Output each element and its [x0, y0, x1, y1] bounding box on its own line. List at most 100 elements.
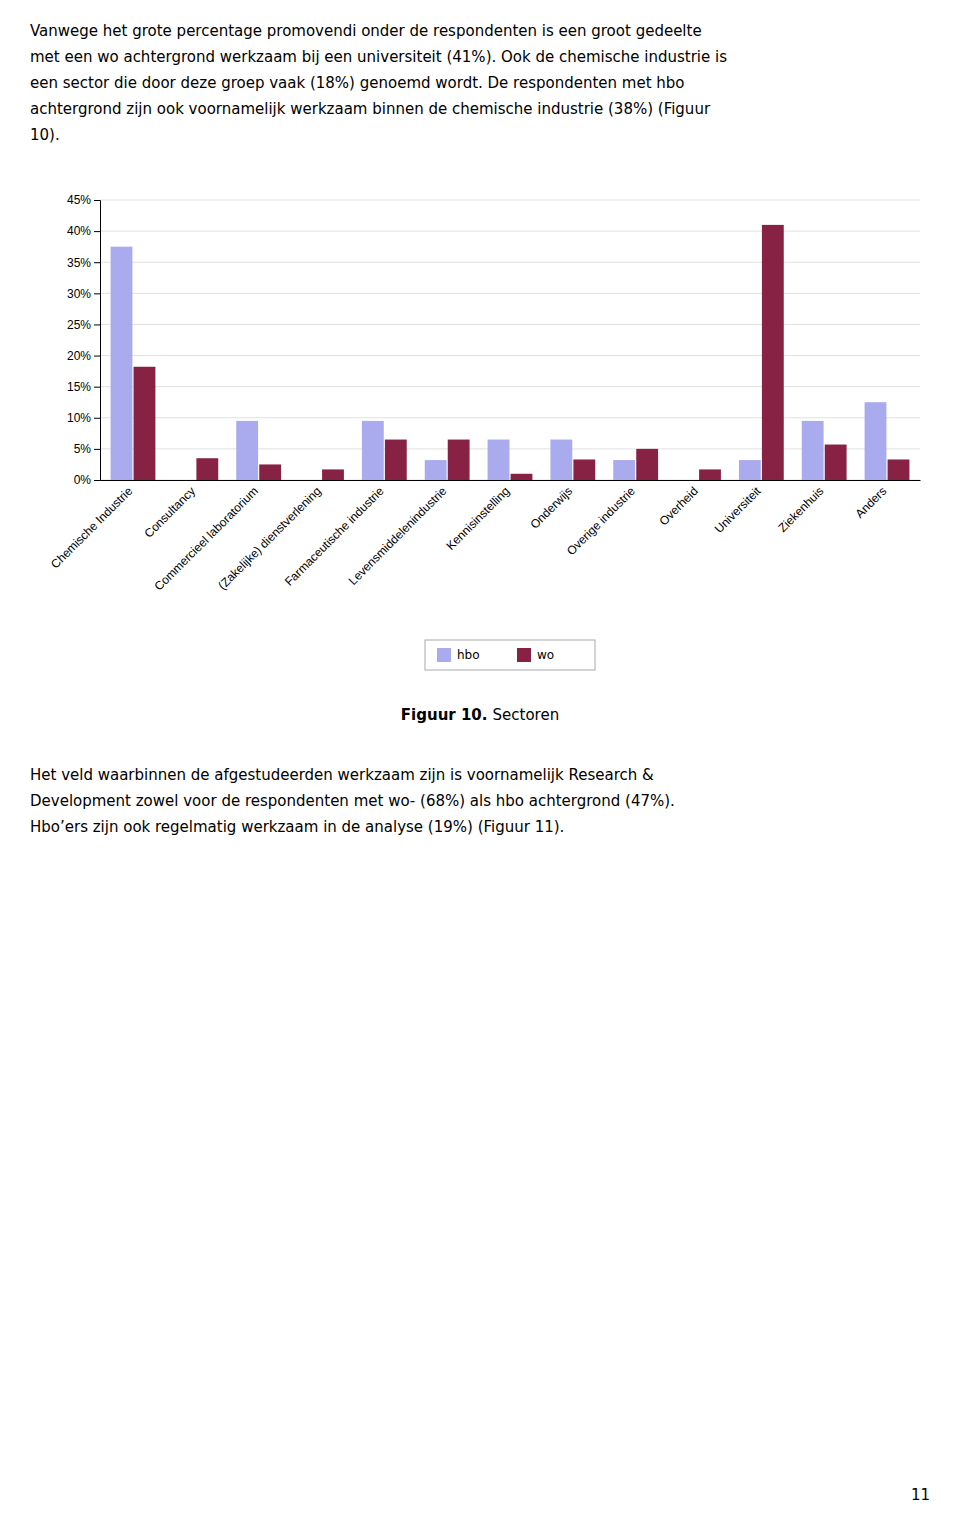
- bar: [802, 421, 824, 480]
- x-axis-line: [101, 480, 921, 481]
- footer-text: Het veld waarbinnen de afgestudeerden we…: [30, 766, 675, 836]
- bar: [448, 440, 470, 480]
- x-tick: Overige industrie: [564, 484, 638, 558]
- y-tick-mark: [94, 449, 100, 450]
- y-tick-label: 10%: [67, 411, 91, 425]
- body-line: achtergrond zijn ook voornamelijk werkza…: [30, 100, 711, 118]
- bar: [699, 469, 721, 480]
- bar: [865, 402, 887, 480]
- bar: [888, 459, 910, 480]
- y-tick-label: 40%: [67, 224, 91, 238]
- x-tick: Anders: [852, 484, 889, 521]
- grid: [100, 200, 920, 480]
- bar: [613, 460, 635, 480]
- x-tick-label: Universiteit: [712, 484, 764, 536]
- x-tick-label: Onderwijs: [527, 484, 575, 532]
- x-tick: Ziekenhuis: [776, 484, 827, 535]
- grid-line: [100, 480, 920, 481]
- legend-label: wo: [537, 648, 554, 662]
- y-tick-mark: [94, 293, 100, 294]
- grid-line: [100, 386, 920, 387]
- bar: [134, 367, 156, 480]
- body-line: een sector die door deze groep vaak (18%…: [30, 74, 685, 92]
- bar: [362, 421, 384, 480]
- y-axis-line: [94, 201, 101, 481]
- y-tick-mark: [94, 480, 100, 481]
- bar: [511, 474, 533, 480]
- x-tick: Universiteit: [712, 484, 764, 536]
- bar-series: [134, 225, 910, 480]
- figure-caption: Figuur 10.Sectoren: [401, 706, 559, 724]
- y-tick-mark: [94, 324, 100, 325]
- bar: [739, 460, 761, 480]
- x-tick: Levensmiddelenindustrie: [346, 484, 450, 588]
- bar: [573, 459, 595, 480]
- y-tick: 45%: [67, 193, 100, 207]
- x-tick-label: Ziekenhuis: [776, 484, 827, 535]
- bar: [762, 225, 784, 480]
- bar: [676, 480, 698, 481]
- y-tick-label: 5%: [74, 442, 92, 456]
- grid-line: [100, 355, 920, 356]
- y-tick-mark: [94, 356, 100, 357]
- x-tick-label: Kennisinstelling: [443, 484, 512, 553]
- x-tick: Commercieel laboratorium: [152, 484, 261, 593]
- bar: [488, 440, 510, 480]
- figure-label: Figuur 10.: [401, 706, 488, 724]
- y-tick-label: 20%: [67, 349, 91, 363]
- footer-line: Development zowel voor de respondenten m…: [30, 792, 675, 810]
- y-tick-label: 35%: [67, 256, 91, 270]
- grid-line: [100, 324, 920, 325]
- x-tick: Onderwijs: [527, 484, 575, 532]
- x-tick: Consultancy: [141, 484, 198, 541]
- y-tick-label: 0%: [74, 473, 92, 487]
- grid-line: [100, 200, 920, 201]
- y-tick: 10%: [67, 411, 100, 425]
- x-axis: Chemische IndustrieConsultancyCommerciee…: [48, 481, 920, 594]
- x-tick-label: Anders: [852, 484, 889, 521]
- body-text: Vanwege het grote percentage promovendi …: [30, 22, 727, 144]
- footer-line: Het veld waarbinnen de afgestudeerden we…: [30, 766, 654, 784]
- x-tick-label: Chemische Industrie: [48, 484, 135, 571]
- x-tick: (Zakelijke) dienstverlening: [215, 484, 323, 592]
- bar: [259, 464, 281, 480]
- legend-item: wo: [517, 648, 554, 662]
- bars: [111, 225, 910, 480]
- y-tick-label: 15%: [67, 380, 91, 394]
- x-tick: Overheid: [656, 484, 700, 528]
- x-tick-label: Commercieel laboratorium: [152, 484, 261, 593]
- y-tick: 0%: [74, 473, 100, 487]
- y-tick: 25%: [67, 318, 100, 332]
- body-line: Vanwege het grote percentage promovendi …: [30, 22, 702, 40]
- bar: [425, 460, 447, 480]
- grid-line: [100, 231, 920, 232]
- grid-line: [100, 262, 920, 263]
- body-line: 10).: [30, 126, 60, 144]
- bar: [825, 445, 847, 480]
- y-axis: 0% 5% 10% 15% 20% 25% 30% 35% 40% 45%: [67, 193, 101, 487]
- legend: hbo wo: [425, 640, 595, 670]
- x-tick: Chemische Industrie: [48, 484, 135, 571]
- legend-swatch: [517, 648, 531, 662]
- y-tick-label: 30%: [67, 287, 91, 301]
- x-tick-label: Farmaceutische industrie: [282, 484, 387, 589]
- y-tick-mark: [94, 200, 100, 201]
- y-tick: 5%: [74, 442, 100, 456]
- y-tick-label: 25%: [67, 318, 91, 332]
- footer-line: Hbo’ers zijn ook regelmatig werkzaam in …: [30, 818, 564, 836]
- y-tick-mark: [94, 262, 100, 263]
- legend-label: hbo: [457, 648, 480, 662]
- x-tick-label: Consultancy: [141, 484, 198, 541]
- y-tick-label: 45%: [67, 193, 91, 207]
- bar: [550, 440, 572, 480]
- body-line: met een wo achtergrond werkzaam bij een …: [30, 48, 727, 66]
- grid-line: [100, 417, 920, 418]
- legend-frame: [425, 640, 595, 670]
- bar: [111, 247, 133, 480]
- page: Vanwege het grote percentage promovendi …: [0, 0, 960, 1525]
- x-tick-label: Overige industrie: [564, 484, 638, 558]
- y-tick: 40%: [67, 224, 100, 238]
- x-tick-label: Levensmiddelenindustrie: [346, 484, 450, 588]
- grid-line: [100, 293, 920, 294]
- y-tick: 15%: [67, 380, 100, 394]
